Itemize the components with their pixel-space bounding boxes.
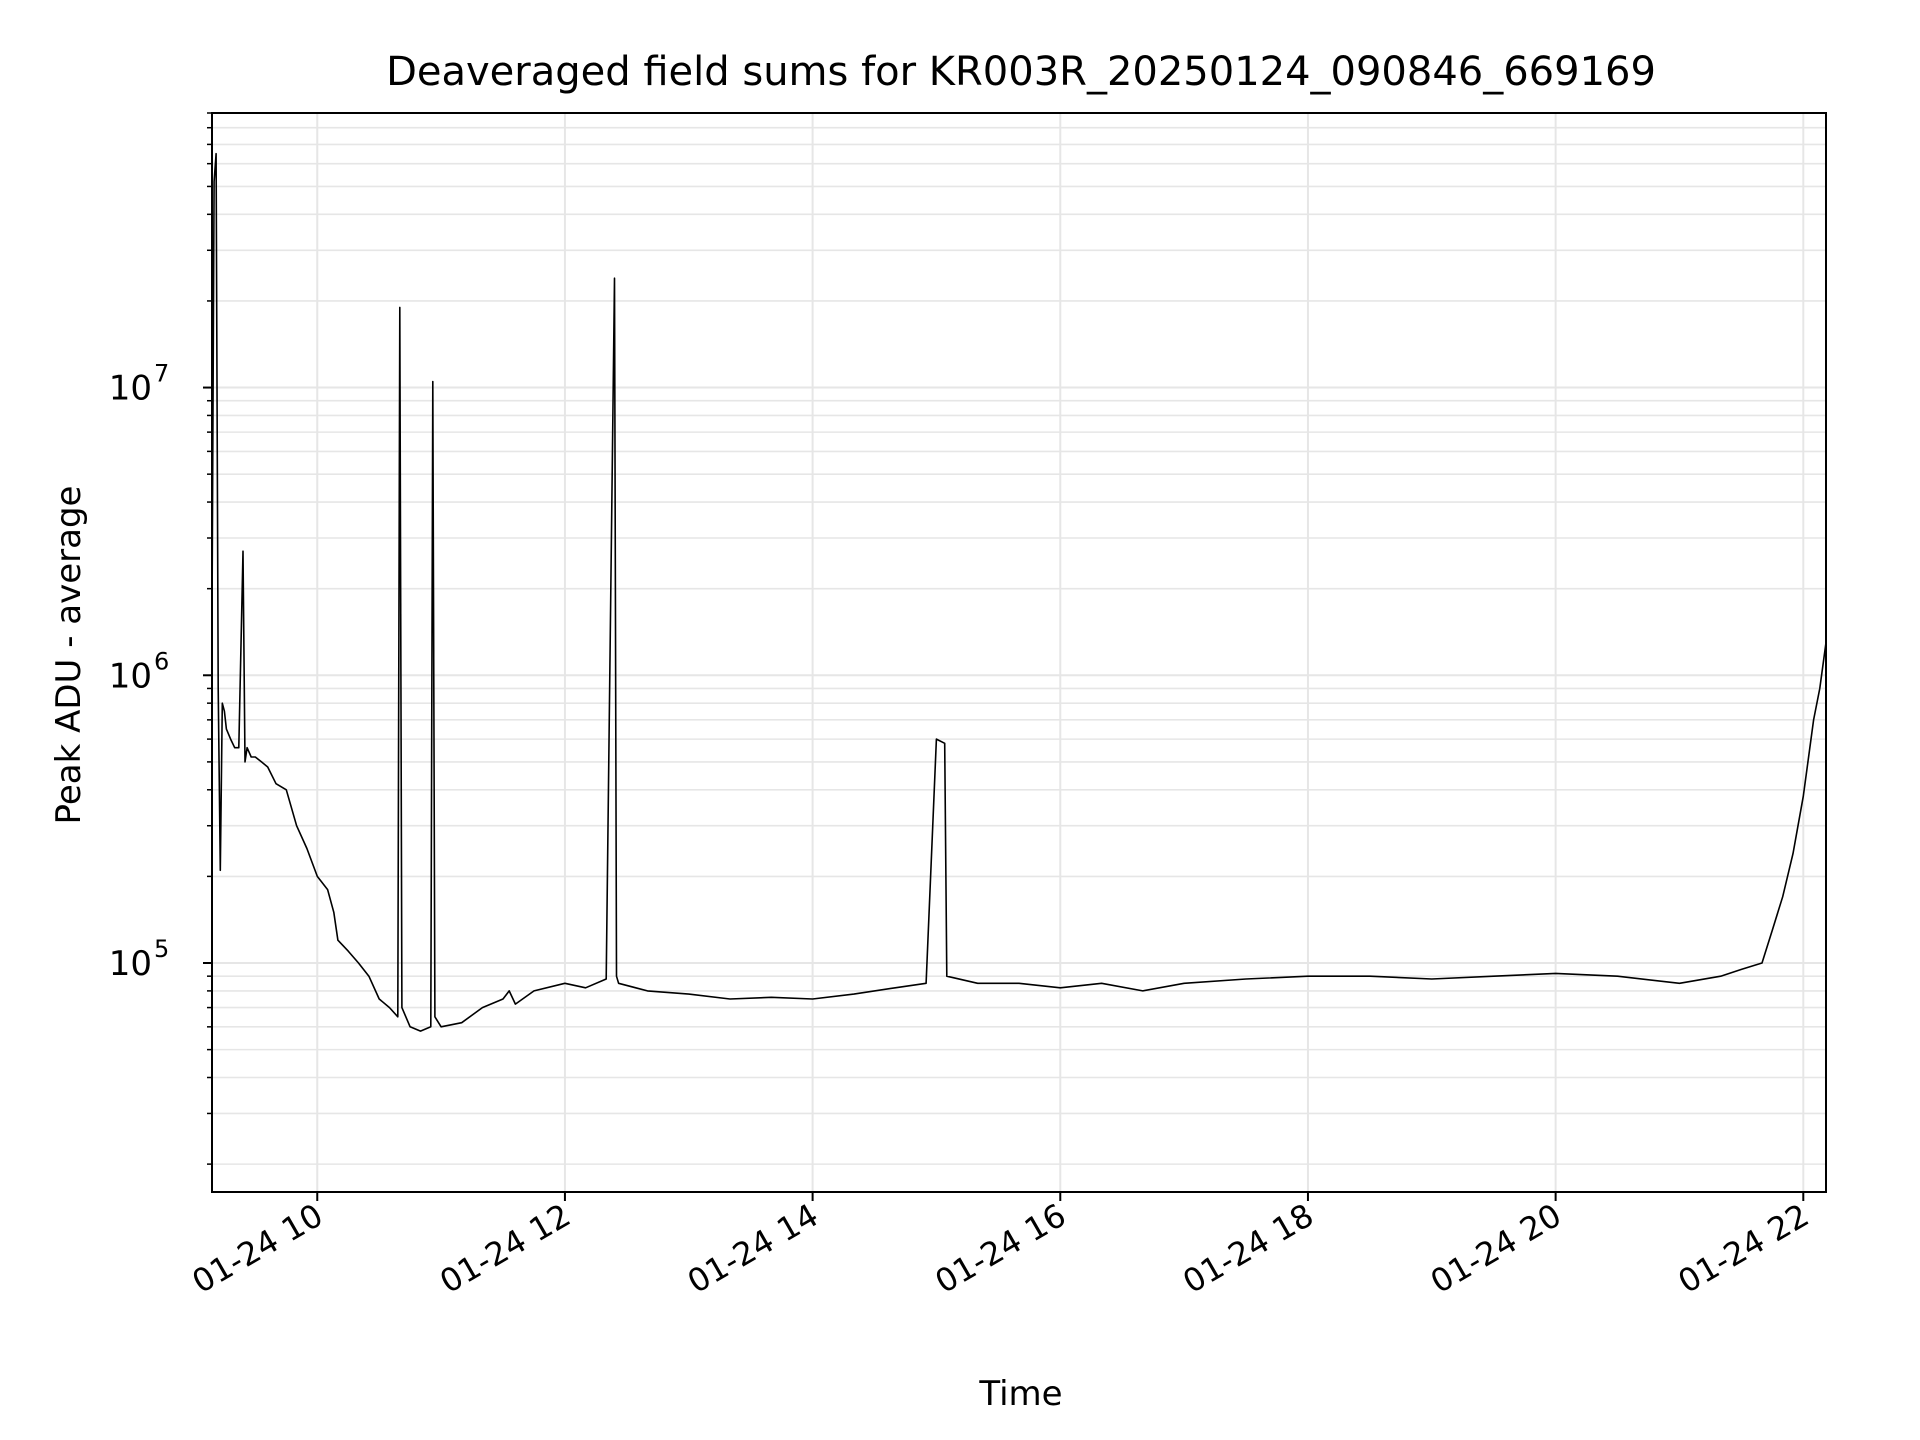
chart-title: Deaveraged field sums for KR003R_2025012… [386, 49, 1656, 95]
y-tick-label: 10 [109, 369, 152, 409]
x-tick-label: 01-24 20 [1424, 1196, 1568, 1301]
x-tick-label: 01-24 12 [433, 1196, 577, 1301]
series-layer [211, 152, 1827, 1032]
y-tick-label: 10 [109, 944, 152, 984]
y-tick-label: 10 [109, 656, 152, 696]
y-tick-exponent: 5 [154, 935, 169, 963]
x-tick-label: 01-24 10 [186, 1196, 330, 1301]
grid [212, 112, 1826, 1192]
plot-frame [211, 112, 1827, 1193]
x-tick-label: 01-24 14 [681, 1196, 825, 1301]
series-line [211, 152, 1827, 1032]
x-tick-label: 01-24 18 [1176, 1196, 1320, 1301]
y-axis-label: Peak ADU - average [49, 486, 89, 825]
x-tick-label: 01-24 22 [1672, 1196, 1816, 1301]
axes: 01-24 10 01-24 12 01-24 14 01-24 16 01-24 18… [109, 112, 1827, 1301]
x-axis-label: Time [978, 1374, 1062, 1414]
y-tick-exponent: 7 [154, 360, 169, 388]
y-tick-exponent: 6 [154, 647, 169, 675]
x-tick-label: 01-24 16 [929, 1196, 1073, 1301]
